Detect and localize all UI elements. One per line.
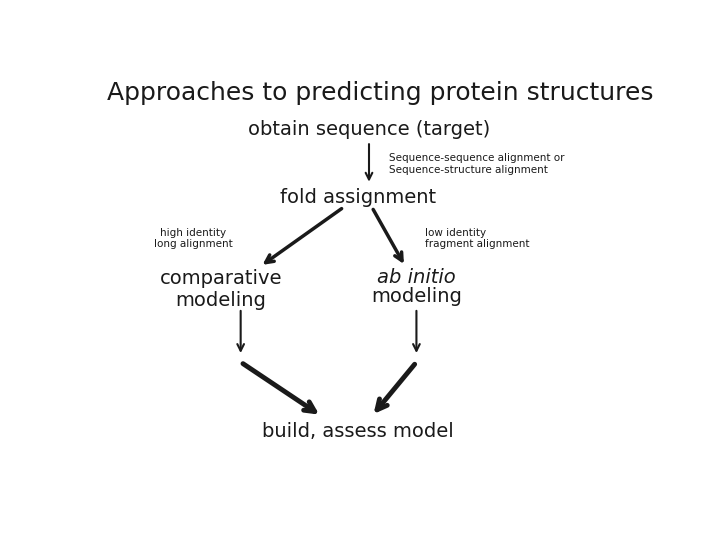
Text: fold assignment: fold assignment — [280, 188, 436, 207]
Text: Approaches to predicting protein structures: Approaches to predicting protein structu… — [107, 82, 653, 105]
Text: build, assess model: build, assess model — [262, 422, 454, 441]
Text: modeling: modeling — [371, 287, 462, 306]
Text: high identity
long alignment: high identity long alignment — [154, 228, 233, 249]
Text: obtain sequence (target): obtain sequence (target) — [248, 120, 490, 139]
Text: ab initio: ab initio — [377, 268, 456, 287]
Text: Sequence-sequence alignment or
Sequence-structure alignment: Sequence-sequence alignment or Sequence-… — [389, 153, 564, 174]
Text: comparative
modeling: comparative modeling — [160, 269, 282, 310]
Text: low identity
fragment alignment: low identity fragment alignment — [425, 228, 529, 249]
